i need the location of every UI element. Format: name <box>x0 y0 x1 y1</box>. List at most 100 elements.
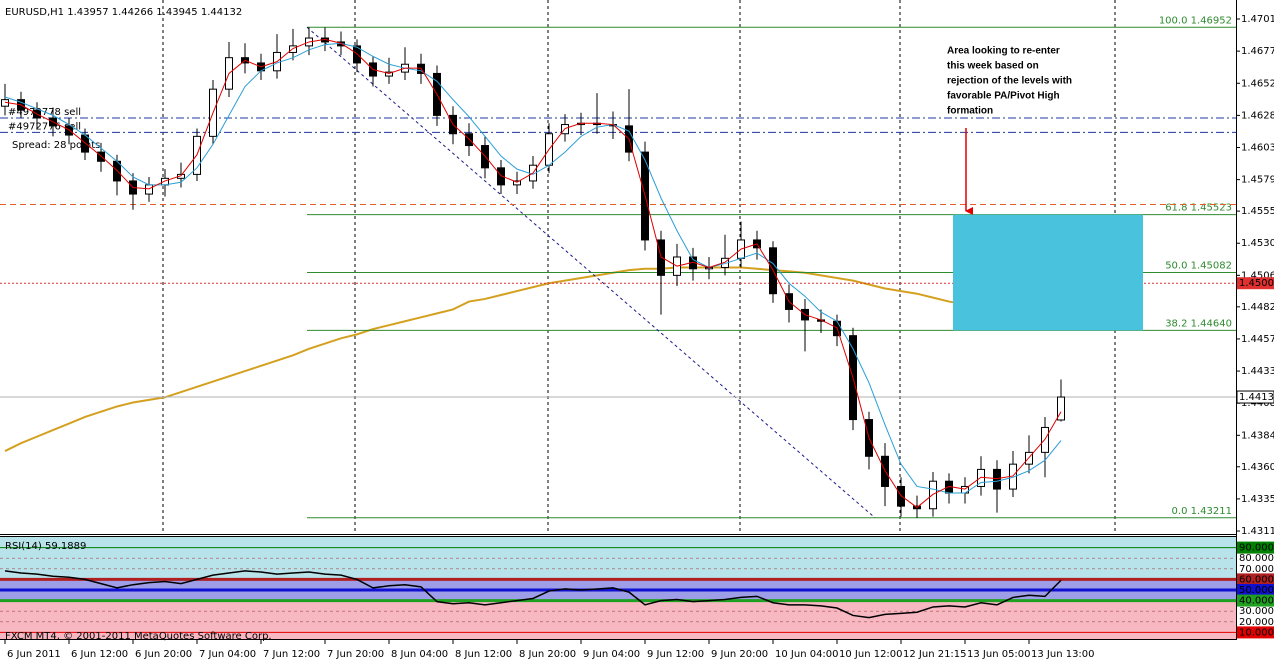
symbol: EURUSD,H1 <box>5 7 64 18</box>
x-tick-label: 10 Jun 04:00 <box>775 649 839 660</box>
x-tick-label: 7 Jun 04:00 <box>199 649 256 660</box>
fibo-label: 61.8 1.45523 <box>1165 203 1232 214</box>
current-price-box <box>1236 390 1274 404</box>
y-tick-label: 1.46280 <box>1241 110 1274 121</box>
y-tick-label: 1.43355 <box>1241 494 1274 505</box>
y-tick-label: 1.44820 <box>1241 302 1274 313</box>
y-tick-label: 1.45550 <box>1241 206 1274 217</box>
rsi-level-box <box>1237 594 1274 607</box>
rsi-tick-label: 10.0000 <box>1239 627 1274 638</box>
annotation-text: rejection of the levels with <box>947 76 1072 87</box>
rsi-tick-label: 70.0000 <box>1239 564 1274 575</box>
candle-body <box>929 480 937 510</box>
rsi-title: RSI(14) <box>5 541 42 552</box>
x-tick-label: 13 Jun 05:00 <box>967 649 1031 660</box>
y-tick-label: 1.43600 <box>1241 462 1274 473</box>
x-tick-label: 7 Jun 12:00 <box>263 649 320 660</box>
fibo-level: 0.0 <box>1172 506 1188 517</box>
fibo-label: 100.0 1.46952 <box>1159 15 1232 26</box>
candle-body <box>993 468 1001 490</box>
rsi-tick-label: 20.0000 <box>1239 617 1274 628</box>
rsi-tick-label: 50.0000 <box>1239 585 1274 596</box>
fibo-price: 1.46952 <box>1191 15 1232 26</box>
footer: FXCM MT4, © 2001-2011 MetaQuotes Softwar… <box>5 631 272 642</box>
fibo-price: 1.45082 <box>1191 260 1232 271</box>
y-tick-label: 1.45305 <box>1241 238 1274 249</box>
rsi-tick-label: 60.0000 <box>1239 574 1274 585</box>
fibo-price: 1.45523 <box>1191 203 1232 214</box>
x-tick-label: 6 Jun 2011 <box>7 649 61 660</box>
rsi-level-box <box>1237 573 1274 586</box>
candle-body <box>385 71 393 77</box>
rsi-panel <box>0 537 1236 639</box>
order-label: #4972776 sell <box>8 121 81 132</box>
fibo-price: 1.43211 <box>1191 506 1232 517</box>
x-tick-label: 8 Jun 12:00 <box>455 649 512 660</box>
y-tick-label: 1.47015 <box>1241 14 1274 25</box>
x-tick-label: 6 Jun 12:00 <box>71 649 128 660</box>
rsi-line <box>4 570 1062 619</box>
chart-header: EURUSD,H1 1.43957 1.44266 1.43945 1.4413… <box>5 7 242 18</box>
x-tick-label: 12 Jun 21:15 <box>903 649 967 660</box>
candle-body <box>513 180 521 186</box>
x-tick-label: 8 Jun 20:00 <box>519 649 576 660</box>
candle-body <box>145 184 153 195</box>
rsi-header: RSI(14) 59.1889 <box>5 541 86 552</box>
axes: 1.47015 1.46770 1.46525 1.46280 1.46035 1.457… <box>4 14 1274 660</box>
y-tick-label: 1.46035 <box>1241 143 1274 154</box>
x-tick-label: 7 Jun 20:00 <box>327 649 384 660</box>
x-tick-label: 13 Jun 13:00 <box>1031 649 1095 660</box>
x-tick-label: 8 Jun 04:00 <box>391 649 448 660</box>
annotation-text: formation <box>947 106 993 117</box>
x-tick-label: 9 Jun 12:00 <box>647 649 704 660</box>
annotation-text: this week based on <box>947 61 1039 72</box>
open-value: 1.43957 <box>67 7 108 18</box>
candle-body <box>497 167 505 186</box>
fibo-price: 1.44640 <box>1191 318 1232 329</box>
fibo-level: 100.0 <box>1159 15 1188 26</box>
x-tick-label: 6 Jun 20:00 <box>135 649 192 660</box>
moving-average <box>4 266 1062 452</box>
rsi-level-box <box>1237 584 1274 596</box>
candle-body <box>897 485 905 507</box>
rsi-level-box <box>1237 626 1274 639</box>
moving-average <box>4 42 1062 494</box>
rsi-tick-label: 90.0000 <box>1239 543 1274 554</box>
fibo-trendline <box>306 26 876 519</box>
x-tick-label: 9 Jun 20:00 <box>711 649 768 660</box>
y-tick-label: 1.44330 <box>1241 366 1274 377</box>
spread-text: Spread: 28 points <box>12 140 100 151</box>
y-tick-label: 1.45060 <box>1241 270 1274 281</box>
candle-body <box>289 45 297 53</box>
candle-body <box>65 125 73 136</box>
y-tick-label: 1.45790 <box>1241 175 1274 186</box>
fibo-label: 0.0 1.43211 <box>1172 506 1232 517</box>
rsi-tick-label: 30.0000 <box>1239 606 1274 617</box>
level-label-box <box>1237 277 1274 290</box>
rsi-level-box <box>1237 541 1274 554</box>
y-tick-label: 1.43110 <box>1241 526 1274 537</box>
annotation-text: Area looking to re-enter <box>947 46 1060 57</box>
x-tick-label: 10 Jun 12:00 <box>839 649 903 660</box>
y-tick-label: 1.44575 <box>1241 334 1274 345</box>
y-tick-label: 1.43840 <box>1241 430 1274 441</box>
fibo-level: 61.8 <box>1165 203 1187 214</box>
fibo-label: 50.0 1.45082 <box>1165 260 1232 271</box>
fibo-level: 38.2 <box>1165 318 1187 329</box>
target-zone <box>953 214 1143 331</box>
fibo-label: 38.2 1.44640 <box>1165 318 1232 329</box>
y-tick-label: 1.46770 <box>1241 46 1274 57</box>
x-tick-label: 9 Jun 04:00 <box>583 649 640 660</box>
level-label: 1.45000 <box>1239 278 1274 289</box>
current-price-label: 1.44132 <box>1239 392 1274 403</box>
order-label: #4972778 sell <box>8 107 81 118</box>
moving-average <box>4 38 1062 509</box>
overlay: Area looking to re-enter this week based … <box>947 46 1143 331</box>
high-value: 1.44266 <box>112 7 153 18</box>
low-value: 1.43945 <box>156 7 197 18</box>
y-tick-label: 1.44085 <box>1241 398 1274 409</box>
close-value: 1.44132 <box>201 7 242 18</box>
rsi-tick-label: 80.0000 <box>1239 553 1274 564</box>
